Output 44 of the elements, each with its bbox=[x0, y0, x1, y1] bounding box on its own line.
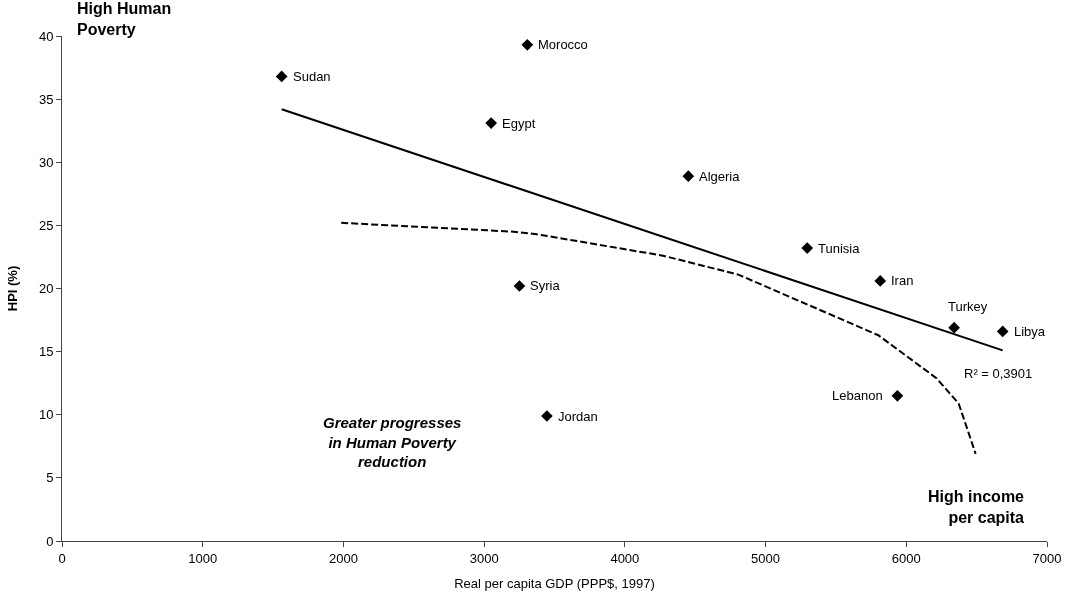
annotation: Morocco bbox=[538, 37, 588, 52]
annotation: Syria bbox=[530, 278, 561, 293]
annotation: R² = 0,3901 bbox=[964, 366, 1033, 381]
annotation: Algeria bbox=[699, 169, 741, 184]
x-tick-label: 3000 bbox=[469, 550, 499, 566]
x-tick-label: 1000 bbox=[188, 550, 218, 566]
annotation: Jordan bbox=[558, 409, 598, 424]
point bbox=[682, 170, 695, 182]
annotation: High income per capita bbox=[928, 488, 1025, 526]
annotation: Sudan bbox=[293, 69, 331, 84]
annotation: Greater progresses in Human Poverty reduction bbox=[323, 414, 462, 470]
point bbox=[948, 321, 960, 334]
x-tick-label: 2000 bbox=[328, 550, 358, 566]
y-tick-label: 40 bbox=[38, 28, 54, 44]
y-tick-label: 0 bbox=[46, 533, 54, 549]
y-tick-label: 20 bbox=[38, 281, 54, 297]
x-tick-label: 4000 bbox=[610, 550, 640, 566]
y-tick-label: 35 bbox=[38, 91, 54, 107]
point bbox=[891, 389, 904, 402]
annotation: Egypt bbox=[502, 116, 536, 131]
annotation: Turkey bbox=[948, 299, 988, 314]
annotation: Lebanon bbox=[832, 388, 883, 403]
y-tick-label: 30 bbox=[38, 154, 54, 170]
annotation: High Human Poverty bbox=[77, 0, 172, 38]
x-tick-label: 0 bbox=[58, 550, 66, 566]
point bbox=[874, 275, 887, 287]
annotation: Iran bbox=[891, 273, 914, 288]
x-tick-label: 5000 bbox=[751, 550, 781, 566]
point bbox=[485, 117, 498, 129]
point bbox=[513, 280, 526, 292]
point bbox=[275, 70, 288, 83]
x-tick-label: 6000 bbox=[891, 550, 921, 566]
y-axis-title: HPI (%) bbox=[4, 265, 20, 312]
x-tick-label: 7000 bbox=[1032, 550, 1062, 566]
annotation: Libya bbox=[1014, 324, 1046, 339]
y-tick-label: 5 bbox=[46, 470, 54, 486]
y-tick-label: 15 bbox=[38, 344, 54, 360]
point bbox=[996, 325, 1009, 338]
point bbox=[521, 38, 534, 51]
x-axis-title: Real per capita GDP (PPP$, 1997) bbox=[454, 576, 655, 592]
point bbox=[801, 242, 814, 254]
annotation: Tunisia bbox=[818, 241, 861, 256]
y-tick-label: 10 bbox=[38, 407, 54, 423]
y-tick-label: 25 bbox=[38, 217, 54, 233]
